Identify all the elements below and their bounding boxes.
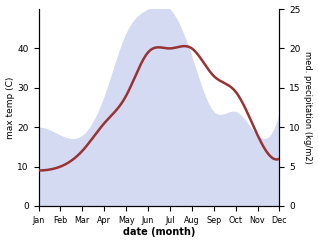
Y-axis label: med. precipitation (kg/m2): med. precipitation (kg/m2): [303, 51, 313, 164]
Y-axis label: max temp (C): max temp (C): [5, 76, 15, 139]
X-axis label: date (month): date (month): [123, 227, 195, 237]
